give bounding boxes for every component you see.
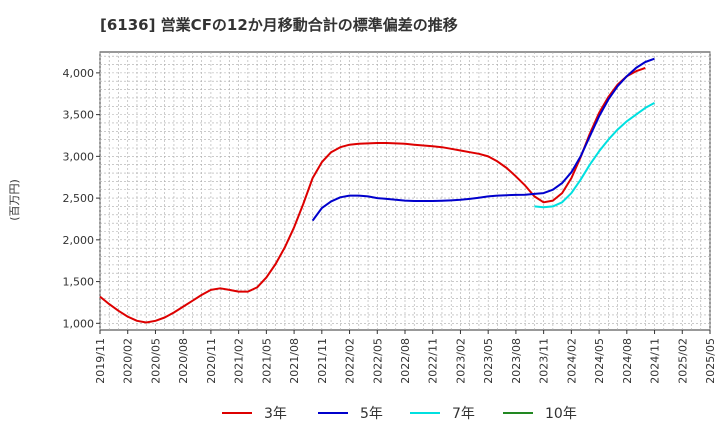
y-axis-label: (百万円) xyxy=(8,179,21,221)
legend-label: 7年 xyxy=(452,406,475,422)
x-tick-label: 2019/11 xyxy=(94,338,107,384)
x-tick-label: 2020/11 xyxy=(205,338,218,384)
series-lines xyxy=(99,57,655,324)
x-tick-label: 2020/08 xyxy=(177,338,190,384)
x-tick-label: 2024/05 xyxy=(593,338,606,384)
x-tick-label: 2023/08 xyxy=(510,338,523,384)
series-line-7年 xyxy=(534,102,655,209)
x-tick-label: 2023/11 xyxy=(538,338,551,384)
series-line-3年 xyxy=(99,66,646,324)
y-tick-label: 2,000 xyxy=(63,234,95,247)
x-tick-label: 2021/02 xyxy=(233,338,246,384)
x-tick-label: 2021/08 xyxy=(288,338,301,384)
x-tick-label: 2021/05 xyxy=(260,338,273,384)
y-tick-label: 3,000 xyxy=(63,150,95,163)
y-tick-label: 2,500 xyxy=(63,192,95,205)
y-tick-label: 4,000 xyxy=(63,67,95,80)
x-tick-label: 2022/08 xyxy=(399,338,412,384)
x-tick-label: 2022/02 xyxy=(344,338,357,384)
x-tick-label: 2025/05 xyxy=(704,338,717,384)
y-tick-label: 3,500 xyxy=(63,109,95,122)
x-tick-label: 2022/11 xyxy=(427,338,440,384)
legend-label: 3年 xyxy=(264,406,287,422)
x-tick-label: 2024/11 xyxy=(649,338,662,384)
series-line-5年 xyxy=(311,57,655,222)
chart-title: [6136] 営業CFの12か月移動合計の標準偏差の推移 xyxy=(100,16,458,34)
x-axis: 2019/11 2020/02 2020/05 2020/08 2020/11 2021/… xyxy=(94,330,717,384)
x-tick-label: 2022/05 xyxy=(371,338,384,384)
x-tick-label: 2021/11 xyxy=(316,338,329,384)
legend: 3年 5年 7年 10年 xyxy=(222,406,577,422)
x-tick-label: 2025/02 xyxy=(676,338,689,384)
x-tick-label: 2024/08 xyxy=(621,338,634,384)
x-tick-label: 2023/02 xyxy=(454,338,467,384)
legend-label: 10年 xyxy=(545,406,577,422)
legend-label: 5年 xyxy=(360,406,383,422)
grid xyxy=(99,52,711,330)
x-tick-label: 2020/02 xyxy=(122,338,135,384)
x-tick-label: 2024/02 xyxy=(565,338,578,384)
y-tick-label: 1,500 xyxy=(63,276,95,289)
x-tick-label: 2023/05 xyxy=(482,338,495,384)
x-tick-label: 2020/05 xyxy=(149,338,162,384)
y-tick-label: 1,000 xyxy=(63,317,95,330)
y-axis: 1,000 1,500 2,000 2,500 3,000 3,500 4,000 xyxy=(63,67,100,330)
